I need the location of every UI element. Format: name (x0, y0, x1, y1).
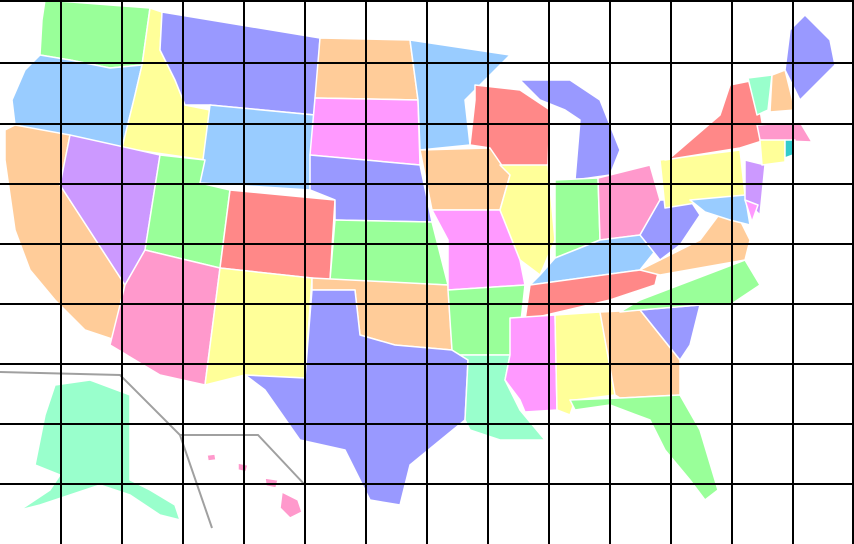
wyoming (199, 104, 316, 191)
delaware (744, 199, 759, 223)
states (4, 0, 836, 521)
michigan (519, 79, 621, 181)
virginia (639, 199, 751, 276)
connecticut (759, 139, 786, 166)
kansas (329, 219, 449, 286)
hawaii-kauai (206, 453, 217, 462)
maryland (689, 194, 751, 226)
new-mexico (204, 267, 313, 386)
new-hampshire (769, 69, 796, 113)
hawaii-big (279, 491, 303, 519)
colorado (219, 189, 336, 281)
north-carolina (619, 259, 761, 313)
maine (784, 14, 836, 101)
vermont (747, 74, 773, 116)
